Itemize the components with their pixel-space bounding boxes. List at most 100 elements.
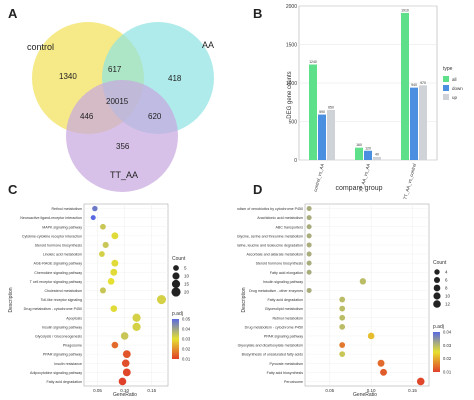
dotplot-d-dot-10 [339,296,346,303]
dotplot-d-dot-14 [367,332,375,340]
dotplot-d-dot-12 [339,314,346,321]
bar-x-tick-label: control_vs_AA [313,163,325,192]
venn-region-control-only: 1340 [59,72,77,81]
dotplot-c-color-legend-label: 0.05 [182,317,191,322]
dotplot-c-y-tick-label: Neuroactive ligand-receptor interaction [20,216,82,220]
dotplot-c-y-axis-label: Description [8,287,14,312]
dotplot-c-size-legend-dot [172,272,180,280]
dotplot-d-dot-19 [416,377,425,386]
bar-all-1 [355,147,363,160]
dotplot-c-y-tick-label: T cell receptor signaling pathway [30,280,82,284]
dotplot-d-y-tick-label: Biosynthesis of unsaturated fatty acids [242,353,304,357]
bar-y-tick-label: 0 [294,158,297,164]
bar-legend-swatch-all [443,76,449,82]
dotplot-c-dot-7 [110,268,118,276]
bar-data-label: 40 [375,152,379,156]
dotplot-d-y-tick-label: Fatty acid biosynthesis [267,371,304,375]
venn-region-control-tt: 446 [80,112,94,121]
dotplot-d-y-tick-label: Drug metabolism - cytochrome P450 [245,325,303,329]
dotplot-c-size-legend-dot [173,265,179,271]
dotplot-d-plot-area [304,203,430,387]
dotplot-c-x-tick-label: 0.05 [93,388,102,393]
dotplot-c-color-legend-label: 0.02 [182,347,191,352]
bar-legend-label-up: up [452,95,458,100]
dotplot-c-y-tick-label: Fatty acid degradation [46,380,82,384]
venn-set-control: control [27,42,54,52]
dotplot-d-y-axis-label: Description [241,287,247,312]
dotplot-d: Description GeneRatio Count p.adj 0.05 0.… [237,203,452,398]
dotplot-c-dot-1 [90,215,96,221]
dotplot-d-y-tick-label: Glyoxylate and dicarboxylate metabolism [238,344,303,348]
dotplot-c-dot-19 [118,377,127,386]
dotplot-c-dot-12 [132,313,141,322]
bar-legend-label-all: all [452,77,457,82]
bar-data-label: 1240 [309,60,317,64]
dotplot-c-dot-9 [99,287,107,294]
dotplot-d-size-legend-dot [433,292,441,300]
dotplot-c-dot-3 [111,232,119,240]
panel-label-b: B [253,6,263,21]
dotplot-c-x-axis-label: GeneRatio [113,392,137,398]
dotplot-c-y-tick-label: Retinol metabolism [51,207,82,211]
dotplot-d-y-tick-label: Peroxisome [284,380,303,384]
bar-legend-swatch-down [443,85,449,91]
dotplot-d-dot-4 [306,242,312,248]
dotplot-c-x-tick-label: 0.15 [147,388,156,393]
dotplot-c-dot-16 [122,350,131,359]
dotplot-d-y-tick-label: Ascorbate and aldarate metabolism [246,253,303,257]
dotplot-c-dot-0 [92,205,98,212]
bar-y-tick-label: 2000 [286,4,297,10]
dotplot-c-size-legend-label: 10 [184,274,190,279]
venn-region-control-aa: 617 [108,65,122,74]
dotplot-c-y-tick-label: Cholesterol metabolism [44,289,82,293]
dotplot-c-dot-2 [100,223,106,230]
bar-y-tick-label: 500 [289,120,298,126]
dotplot-c-size-legend-title: Count [172,256,186,262]
dotplot-d-y-tick-label: Arachidonic acid metabolism [257,216,303,220]
bar-data-label: 1910 [401,8,409,12]
dotplot-d-size-legend-label: 4 [445,270,448,275]
bar-data-label: 590 [319,110,325,114]
venn-circle-tt [66,80,178,192]
dotplot-c-color-legend-label: 0.01 [182,357,191,362]
dotplot-c-size-legend-label: 20 [184,290,190,295]
dotplot-d-color-legend-label: 0.02 [443,356,452,361]
dotplot-c-dot-17 [121,359,130,368]
panel-label-d: D [253,182,263,197]
dotplot-c-y-tick-label: Insulin signaling pathway [42,325,82,329]
dotplot-c-y-tick-label: Linoleic acid metabolism [43,253,82,257]
dotplot-c-plot-area [83,203,169,387]
dotplot-c-panel: C Description GeneRatio Count p.adj 0.05… [0,182,237,400]
dotplot-c-size-legend-label: 5 [184,266,187,271]
dotplot-d-panel: D Description GeneRatio Count p.adj 0.05… [237,182,474,400]
dotplot-d-x-tick-label: 0.10 [367,388,376,393]
dotplot-d-size-legend-dot [434,269,440,275]
dotplot-c-color-legend-label: 0.03 [182,337,191,342]
dotplot-c-dot-6 [111,259,119,267]
bar-chart: DEG gene counts compare group type 0 500 1… [286,4,463,200]
dotplot-c-dot-13 [132,322,141,331]
dotplot-c-color-legend-bar [172,319,179,359]
dotplot-d-dot-1 [306,215,312,221]
dotplot-d-x-axis-label: GeneRatio [353,392,377,398]
dotplot-d-y-tick-label: PPAR signaling pathway [264,334,303,338]
dotplot-d-y-tick-label: Pyruvate metabolism [269,362,303,366]
dotplot-c-y-tick-label: Phagosome [63,344,82,348]
dotplot-d-x-tick-label: 0.05 [325,388,334,393]
dotplot-c-color-legend-label: 0.04 [182,327,191,332]
dotplot-d-dot-18 [380,368,387,376]
bar-y-axis-label: DEG gene counts [287,71,293,118]
dotplot-d-size-legend-dot [433,276,441,284]
dotplot-d-y-tick-label: ABC transporters [275,225,303,229]
dotplot-c-size-legend-dot [171,279,181,289]
bar-up-2 [419,85,427,160]
dotplot-c: Description GeneRatio Count p.adj 0.05 0.… [8,203,191,398]
dotplot-c-y-tick-label: PPAR signaling pathway [43,353,82,357]
dotplot-d-color-legend-label: 0.04 [443,330,452,335]
dotplot-d-size-legend-title: Count [433,260,447,266]
dotplot-d-size-legend-label: 8 [445,286,448,291]
dotplot-d-size-legend-dot [433,284,441,292]
dotplot-c-y-tick-label: Toll-like receptor signaling [41,298,82,302]
venn-region-all-three: 20015 [106,97,129,106]
dotplot-d-size-legend-label: 10 [445,294,451,299]
